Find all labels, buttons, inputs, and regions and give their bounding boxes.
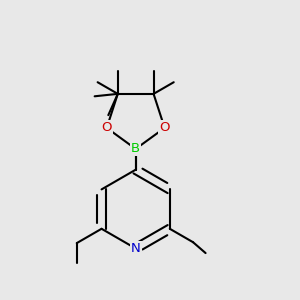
Text: O: O [101,122,112,134]
Text: B: B [131,142,140,155]
Text: N: N [131,242,141,255]
Text: O: O [159,122,170,134]
